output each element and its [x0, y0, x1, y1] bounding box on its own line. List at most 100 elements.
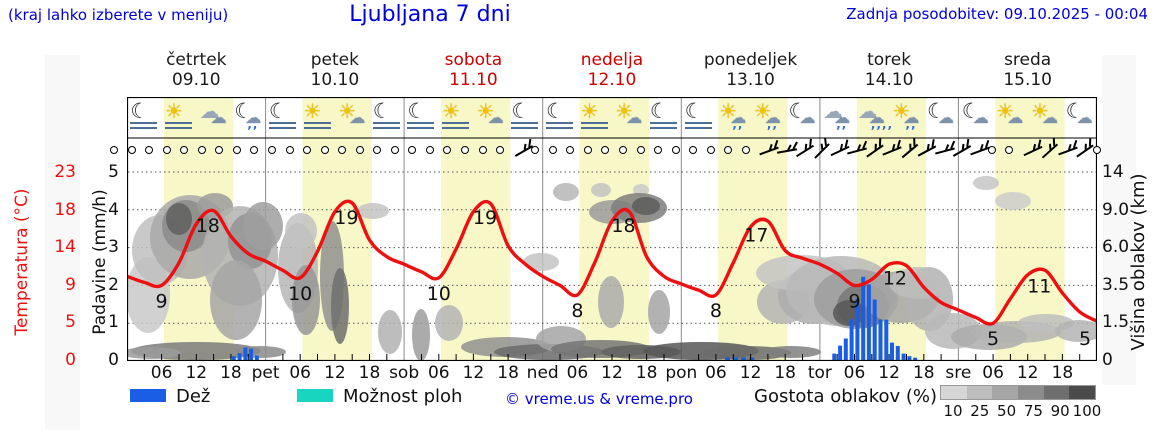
cloud-density-scale-segment: [1018, 386, 1044, 399]
time-tick-label: ned: [526, 363, 559, 383]
cloud-density-scale-label: 75: [1023, 402, 1043, 420]
calm-wind-icon: [373, 146, 382, 154]
wind-barb-icon: [953, 145, 972, 157]
cloud-density-scale-label: 100: [1072, 402, 1102, 420]
axis-tick-label: 6.0: [1102, 237, 1130, 257]
page-title: Ljubljana 7 dni: [349, 2, 511, 27]
copyright-link[interactable]: © vreme.us & vreme.pro: [505, 390, 693, 408]
moon-fog-icon: ☾: [127, 99, 161, 137]
moon-fog-icon: ☾: [404, 99, 438, 137]
wind-barb-icon: [847, 147, 868, 155]
right-axis-band: [1102, 55, 1136, 385]
moon-fog-icon: ☾: [370, 99, 404, 137]
axis-tick-label: 14: [1102, 162, 1124, 182]
axis-tick-label: 5: [108, 162, 119, 182]
wind-barb-icon: [776, 148, 797, 154]
svg-text:9: 9: [156, 290, 168, 312]
axis-tick-label: 0: [108, 349, 119, 370]
wind-barb-icon: [814, 143, 830, 159]
calm-wind-icon: [180, 146, 189, 154]
axis-tick-label: 5: [65, 312, 76, 332]
day-header-sreda: sreda 15.10: [1003, 50, 1052, 90]
clouds-heavyrain-icon: ☁ ☁’’’’: [857, 99, 894, 138]
day-header-torek: torek 14.10: [864, 50, 914, 90]
day-header-četrtek: četrtek 09.10: [166, 50, 227, 90]
wind-barb-icon: [1023, 145, 1043, 157]
calm-wind-icon: [127, 146, 136, 154]
day-header-petek: petek 10.10: [310, 50, 360, 90]
moon-fog-icon: ☾: [266, 99, 300, 137]
rain-legend-label: Dež: [176, 386, 211, 407]
calm-wind-icon: [636, 146, 645, 154]
calm-wind-icon: [496, 146, 505, 154]
last-update-note: Zadnja posodobitev: 09.10.2025 - 00:04: [846, 5, 1148, 23]
time-tick-label: 18: [912, 363, 935, 383]
calm-wind-icon: [654, 146, 663, 154]
sun-cloud-icon: ☀ ☁: [476, 99, 504, 127]
calm-wind-icon: [1005, 146, 1014, 154]
time-tick-label: 12: [185, 363, 208, 383]
wind-barb-icon: [1042, 143, 1059, 159]
moon-rain-icon: ☾ ☁’’: [234, 99, 262, 138]
svg-text:17: 17: [744, 224, 768, 246]
time-tick-label: 18: [497, 363, 519, 383]
time-tick-label: 12: [878, 363, 900, 383]
time-tick-label: 18: [1051, 363, 1074, 383]
calm-wind-icon: [145, 146, 154, 154]
time-tick-label: tor: [807, 363, 832, 383]
clouds-rain-icon: ☁ ☁’’: [823, 99, 851, 138]
wind-symbol-row: [110, 141, 1110, 163]
moon-fog-icon: ☾: [508, 99, 542, 137]
axis-tick-label: 23: [54, 162, 76, 182]
moon-cloud-icon: ☾ ☁: [961, 99, 989, 127]
axis-tick-label: 2: [108, 274, 119, 295]
time-tick-label: 12: [462, 363, 485, 383]
calm-wind-icon: [162, 146, 171, 154]
day-header-sobota: sobota 11.10: [444, 50, 503, 90]
calm-wind-icon: [741, 146, 750, 154]
sun-cloud-icon: ☀ ☁: [1031, 99, 1058, 127]
axis-tick-label: 3.5: [1102, 274, 1130, 295]
cloud-density-legend-label: Gostota oblakov (%): [754, 386, 938, 407]
time-tick-label: 06: [566, 363, 589, 383]
wind-barb-icon: [865, 144, 884, 158]
calm-wind-icon: [461, 146, 469, 154]
calm-wind-icon: [215, 146, 224, 154]
axis-tick-label: 9.0: [1102, 199, 1130, 220]
svg-text:19: 19: [334, 207, 358, 229]
axis-tick-label: 4: [108, 199, 119, 220]
wind-barb-icon: [795, 144, 814, 158]
axis-tick-label: 1.5: [1102, 312, 1130, 332]
cloud-density-scale-segment: [966, 386, 993, 399]
calm-wind-icon: [566, 146, 575, 154]
time-tick-label: 18: [220, 363, 242, 383]
calm-wind-icon: [724, 146, 733, 154]
calm-wind-icon: [601, 146, 610, 154]
sun-fog-icon: ☀: [578, 99, 612, 137]
svg-text:5: 5: [1079, 328, 1091, 350]
wind-barb-icon: [917, 145, 937, 157]
calm-wind-icon: [706, 146, 715, 154]
calm-wind-icon: [531, 146, 540, 154]
calm-wind-icon: [1092, 146, 1101, 154]
cloud-density-scale-segment: [1043, 386, 1070, 399]
cloud-density-scale: [940, 385, 1096, 400]
time-tick-label: 06: [843, 363, 866, 383]
moon-cloud-icon: ☾ ☁: [788, 99, 816, 127]
svg-text:12: 12: [883, 268, 907, 290]
meteogram-chart: 9 18 10 19 10 19 8 18 8 17 9 12 5 11 5: [127, 97, 1097, 361]
time-tick-label: 12: [324, 363, 346, 383]
menu-hint-note: (kraj lahko izberete v meniju): [8, 6, 229, 24]
cloud-density-scale-segment: [992, 386, 1019, 399]
sun-rain-icon: ☀ ☁’’: [719, 99, 747, 138]
time-tick-label: 18: [635, 363, 658, 383]
moon-fog-icon: ☾: [543, 99, 577, 137]
calm-wind-icon: [443, 146, 452, 154]
sun-cloud-icon: ☀ ☁: [615, 99, 643, 127]
svg-text:18: 18: [611, 215, 635, 237]
calm-wind-icon: [232, 146, 241, 154]
cloud-density-scale-label: 90: [1050, 402, 1070, 420]
rain-legend-swatch: [130, 389, 166, 402]
calm-wind-icon: [671, 146, 680, 154]
time-tick-label: 06: [289, 363, 311, 383]
